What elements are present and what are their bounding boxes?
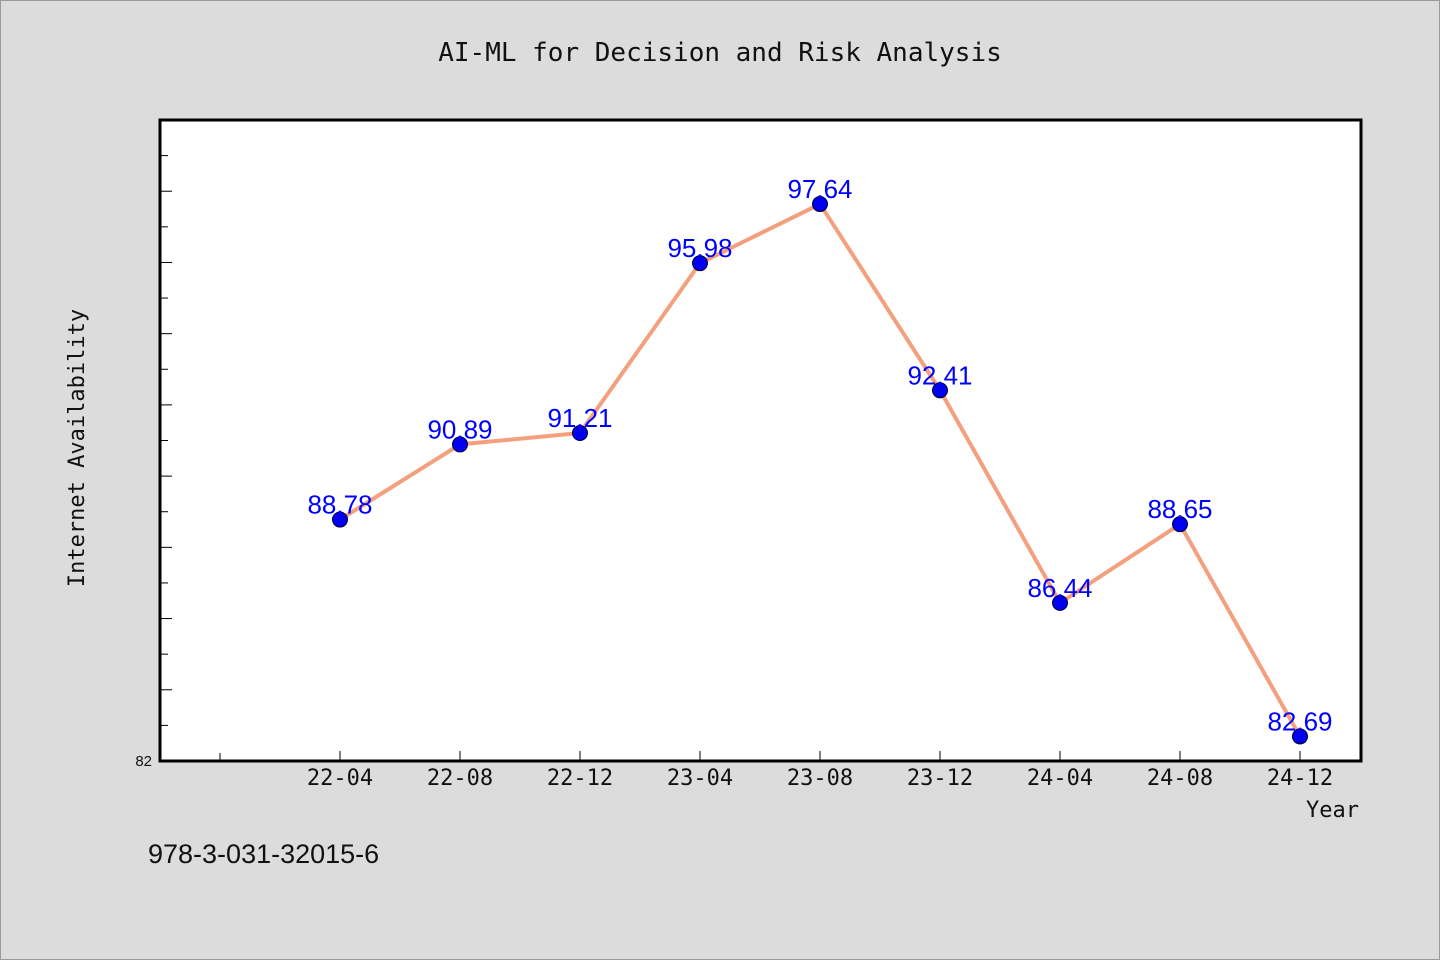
data-label: 86.44 [1027,573,1092,603]
x-tick-label: 23-04 [667,766,733,791]
y-axis-ticks [160,119,172,762]
data-point [572,425,588,442]
footer-text: 978-3-031-32015-6 [148,839,379,869]
data-point [452,436,468,453]
data-point [1292,728,1308,745]
chart-title: AI-ML for Decision and Risk Analysis [438,38,1002,68]
x-tick-label: 22-04 [307,766,373,791]
data-label: 82.69 [1267,706,1332,736]
y-axis-min-label: 82 [135,753,152,770]
data-label: 88.78 [307,490,372,520]
data-markers [332,196,1308,745]
data-label: 90.89 [427,414,492,444]
x-tick-label: 23-08 [787,766,853,791]
data-point [1052,594,1068,611]
data-label: 88.65 [1147,494,1212,524]
data-label: 92.41 [907,360,972,390]
x-axis-label: Year [1306,798,1359,823]
x-tick-label: 22-12 [547,766,613,791]
x-tick-label: 24-04 [1027,766,1093,791]
x-tick-label: 24-08 [1147,766,1213,791]
plot-area [158,118,1363,763]
data-point [692,255,708,272]
data-labels: 88.78 90.89 91.21 95.98 97.64 92.41 86.44 88.65… [307,174,1332,736]
data-point [332,511,348,528]
x-tick-label: 24-12 [1267,766,1333,791]
data-point [812,196,828,213]
data-point [932,382,948,399]
x-axis-ticks: 22-04 22-08 22-12 23-04 23-08 23-12 24-04 24-08… [219,751,1333,791]
y-axis-label: Internet Availability [65,309,90,587]
data-label: 91.21 [547,403,612,433]
data-label: 97.64 [787,174,852,204]
x-tick-label: 22-08 [427,766,493,791]
x-tick-label: 23-12 [907,766,973,791]
data-label: 95.98 [667,233,732,263]
data-point [1172,516,1188,533]
